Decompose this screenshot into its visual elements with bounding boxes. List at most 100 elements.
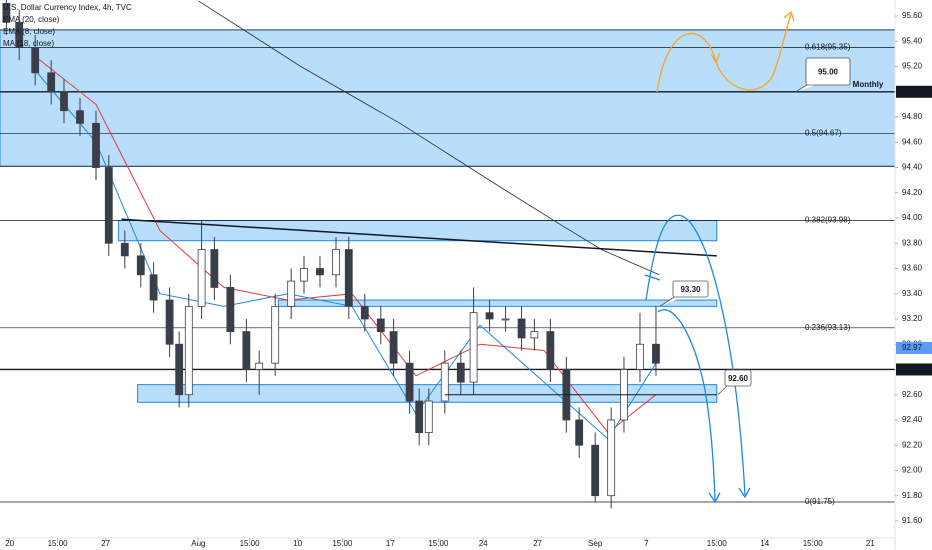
candle-body (226, 287, 235, 333)
candle-body (332, 249, 340, 276)
y-tick-label: 94.80 (902, 112, 923, 121)
arrow-head (738, 487, 751, 499)
candle-body (136, 255, 145, 276)
y-tick-label: 93.60 (902, 264, 923, 273)
candle-body (360, 305, 369, 320)
candle-body (92, 122, 100, 168)
projections (644, 10, 795, 504)
candle-body (415, 400, 424, 433)
level-label: Monthly (853, 80, 884, 89)
y-tick-label: 95.40 (902, 36, 923, 45)
candle-body (376, 318, 385, 333)
y-tick-label: 94.20 (902, 188, 923, 197)
candle-body (184, 305, 193, 396)
candle-body (271, 305, 280, 364)
candle-body (165, 299, 174, 345)
candle-body (652, 343, 660, 364)
candle-body (242, 331, 251, 370)
level-label: 0.5(94.67) (805, 129, 842, 138)
x-tick-label: 21 (866, 539, 875, 548)
axes: 91.6091.8092.0092.2092.4092.6092.8093.00… (5, 11, 932, 548)
x-tick-label: 27 (533, 539, 542, 548)
y-tick-label: 92.60 (902, 390, 923, 399)
legend-entry: MA (18, close) (3, 39, 54, 48)
y-tick-label: 93.80 (902, 238, 923, 247)
callout-label: 92.60 (728, 374, 749, 383)
y-tick-label: 91.60 (902, 516, 923, 525)
x-tick-label: Sep (588, 539, 603, 548)
candle-body (149, 274, 158, 301)
candle-body (15, 21, 24, 48)
x-tick-label: 15:00 (240, 539, 261, 548)
callout-label: 93.30 (680, 285, 701, 294)
y-tick-label: 95.60 (902, 11, 923, 20)
level-label: 0.382(93.98) (805, 216, 851, 225)
y-tick-label: 93.40 (902, 289, 923, 298)
candle-body (287, 280, 296, 307)
candle-body (607, 419, 616, 497)
callouts: 95.00 93.30 92.60 (659, 57, 851, 396)
projection-arrow (656, 32, 717, 93)
legend-entry: EMA (8, close) (3, 27, 55, 36)
level-label: 0.236(93.13) (805, 323, 851, 332)
arrow-head (783, 10, 795, 22)
projection-arrow (715, 13, 792, 91)
candle-body (546, 331, 555, 370)
candle-body (469, 312, 478, 383)
projection-arrow (657, 309, 716, 501)
y-tick-label: 91.80 (902, 491, 923, 500)
candle-body (424, 400, 433, 433)
candle-body (456, 362, 465, 383)
candle-body (2, 3, 11, 23)
callout-box (672, 280, 709, 298)
x-tick-label: Aug (191, 539, 205, 548)
callout-box (724, 369, 752, 387)
callout-label: 95.00 (818, 68, 839, 77)
x-tick-label: 14 (760, 539, 769, 548)
x-tick-label: 15:00 (803, 539, 824, 548)
level-label: 0.618(95.35) (805, 43, 851, 52)
candle-body (60, 91, 68, 112)
y-tick-label: 94.00 (902, 213, 923, 222)
y-tick-label: 92.20 (902, 440, 923, 449)
candle-body (575, 419, 584, 446)
y-tick-label: 94.60 (902, 137, 923, 146)
y-tick-label: 94.40 (902, 163, 923, 172)
x-tick-label: 15:00 (332, 539, 353, 548)
legend-entry: EMA (20, close) (3, 15, 60, 24)
zone (277, 299, 718, 307)
x-tick-label: 20 (5, 539, 14, 548)
price-badge (896, 85, 932, 98)
candle-body (530, 331, 539, 339)
x-tick-label: 15:00 (428, 539, 449, 548)
x-tick-label: 15:00 (48, 539, 69, 548)
trendlines (121, 218, 717, 396)
price-badge (896, 363, 932, 376)
arrow-head (708, 492, 721, 504)
candle-body (485, 312, 494, 320)
zone (0, 29, 896, 167)
candle-body (517, 318, 526, 339)
candle-body (344, 249, 353, 307)
candle-body (120, 242, 129, 257)
indicator-line (198, 0, 660, 276)
x-tick-label: 17 (386, 539, 395, 548)
projection-arrow (644, 274, 661, 281)
x-tick-label: 27 (101, 539, 110, 548)
levels: 0.618(95.35) Monthly 0.5(94.67) 0.382(93.98… (0, 29, 895, 506)
candle-body (76, 110, 84, 124)
candle-body (389, 331, 398, 364)
candle-body (104, 167, 113, 244)
candle-body (636, 343, 644, 370)
candle-body (440, 362, 449, 402)
legend-title: U.S. Dollar Currency Index, 4h, TVC (3, 3, 132, 12)
candle-body (31, 47, 40, 74)
candle-body (47, 72, 56, 93)
candle-body (175, 343, 184, 396)
callout-box (805, 57, 851, 86)
candle-body (405, 362, 414, 402)
price-badge-label: 95.00 (902, 87, 923, 96)
zone (137, 384, 718, 403)
zones (0, 29, 896, 403)
legend: U.S. Dollar Currency Index, 4h, TVC EMA … (3, 3, 132, 48)
